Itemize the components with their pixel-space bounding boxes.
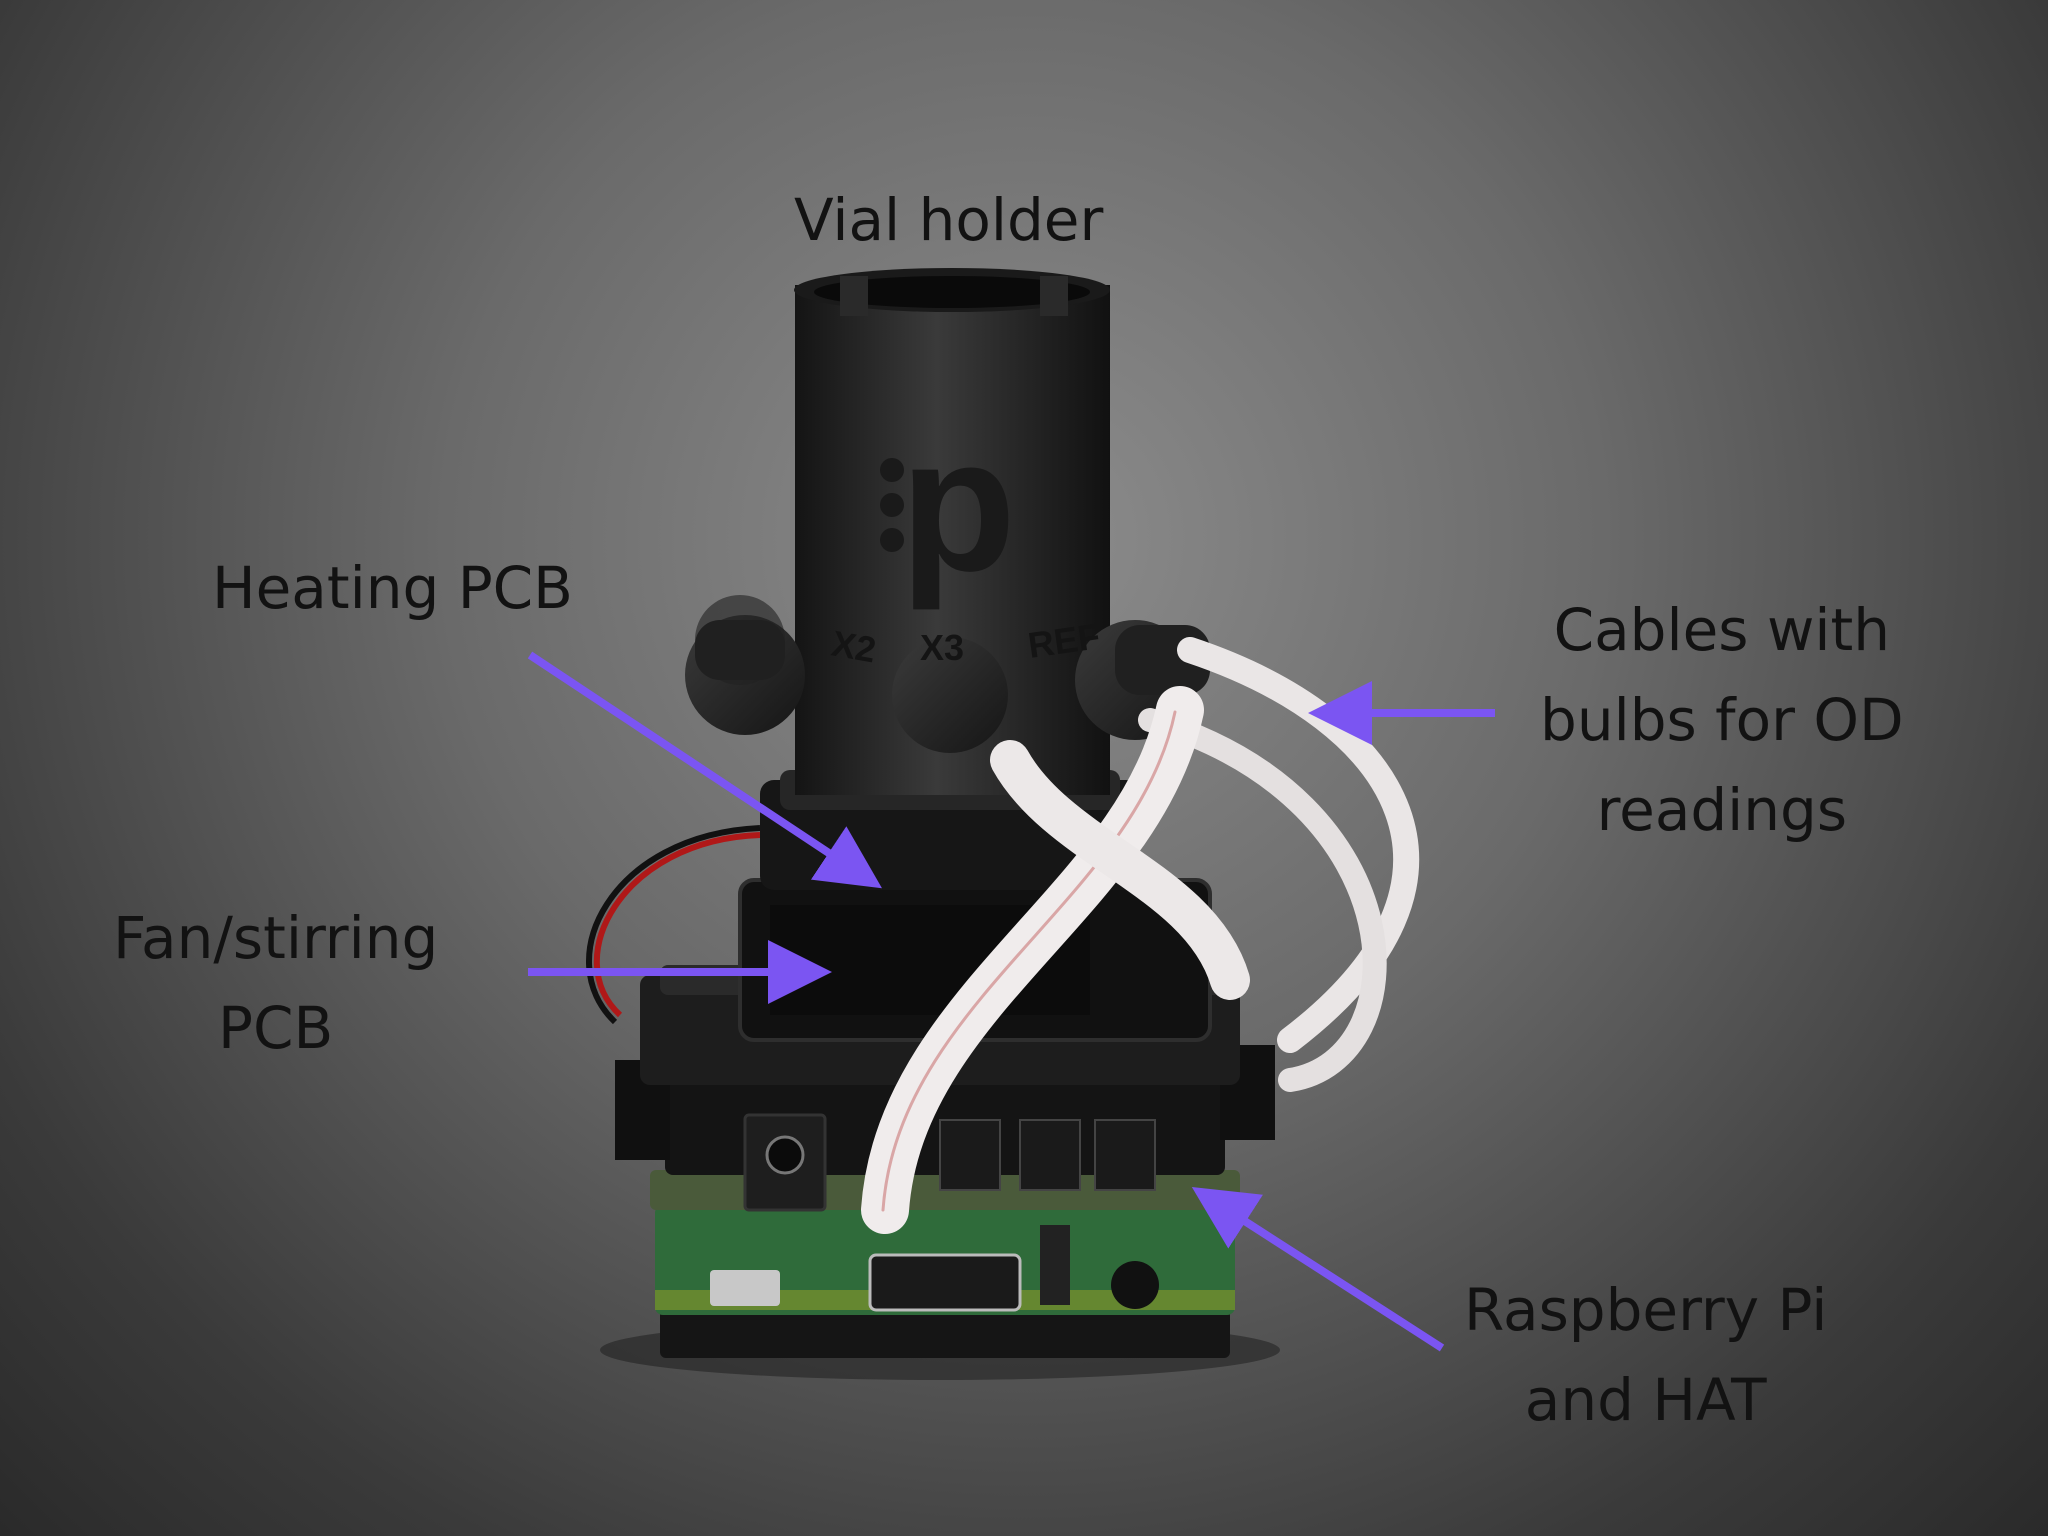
logo-text: p bbox=[900, 399, 1016, 611]
wire bbox=[593, 832, 761, 1018]
port-label-ref: REF bbox=[1025, 615, 1102, 666]
label-raspberry-pi: Raspberry Pi and HAT bbox=[1464, 1276, 1828, 1434]
annotation-arrows bbox=[527, 651, 1495, 1352]
label-cables: Cables with bulbs for OD readings bbox=[1540, 596, 1904, 844]
label-vial-holder: Vial holder bbox=[794, 186, 1104, 254]
port-label-x3: X3 bbox=[920, 627, 964, 668]
arrow-raspberry-pi bbox=[1191, 1187, 1445, 1352]
arrow-heating-pcb bbox=[527, 651, 883, 889]
vial-holder: p bbox=[794, 268, 1110, 795]
label-heating-pcb: Heating PCB bbox=[212, 554, 573, 622]
port-label-x2: X2 bbox=[829, 623, 879, 671]
raspberry-pi-stack bbox=[615, 1045, 1275, 1358]
label-fan-stirring-pcb: Fan/stirring PCB bbox=[113, 904, 439, 1062]
ribbon-cables bbox=[861, 637, 1420, 1234]
